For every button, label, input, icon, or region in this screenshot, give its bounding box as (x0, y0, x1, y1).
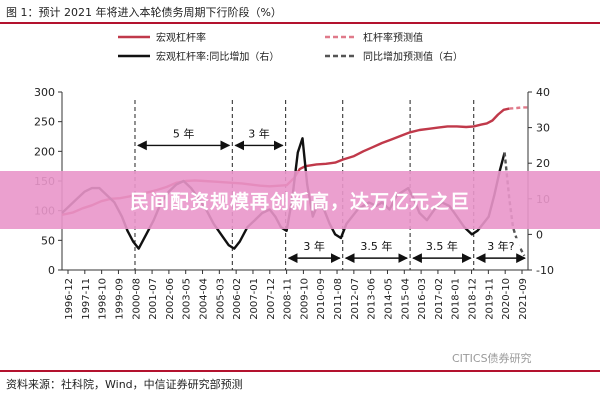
x-axis-tick-label: 2018-01 (451, 278, 462, 320)
cycle-label-bg (168, 125, 199, 141)
x-axis-tick-label: 2000-08 (131, 278, 142, 320)
x-axis-tick-label: 2009-10 (299, 278, 310, 320)
source-rule (0, 370, 600, 372)
x-axis-tick-label: 2008-11 (283, 278, 294, 320)
overlay-banner-text: 民间配资规模再创新高，达万亿元之巨 (129, 190, 470, 213)
x-axis-tick-label: 2021-09 (518, 278, 529, 320)
x-axis-tick-label: 2017-02 (434, 278, 445, 320)
cycle-label: 5 年 (173, 127, 195, 141)
cycle-label-bg (418, 238, 465, 254)
cycle-label: 3.5 年 (360, 239, 392, 253)
x-axis-tick-label: 1997-11 (81, 278, 92, 320)
cycle-label-bg (299, 238, 330, 254)
right-axis-tick-label: 40 (536, 86, 550, 99)
source-note: 资料来源：社科院，Wind，中信证券研究部预测 (6, 378, 243, 391)
x-axis-tick-label: 2013-06 (367, 278, 378, 320)
x-axis-tick-label: 2001-07 (148, 278, 159, 320)
x-axis-tick-label: 2007-12 (266, 278, 277, 320)
cycle-label-bg (243, 125, 274, 141)
cycle-annotations: 5 年 3 年 3 年 3.5 年 3.5 年 3 年? (137, 125, 526, 264)
title-rule (0, 22, 600, 24)
x-axis-tick-label: 2005-03 (215, 278, 226, 320)
cycle-label-bg (481, 238, 520, 254)
right-axis-tick-label: -10 (536, 264, 554, 277)
legend-label: 杠杆率预测值 (363, 31, 423, 44)
cycle-label: 3 年? (487, 239, 514, 253)
right-axis-tick-label: 20 (536, 157, 550, 170)
x-axis-tick-label: 2015-04 (400, 278, 411, 320)
x-axis-tick-label: 2014-05 (383, 278, 394, 320)
x-axis-tick-label: 2020-10 (501, 278, 512, 320)
series-line (509, 106, 528, 110)
x-axis-tick-label: 2007-01 (249, 278, 260, 320)
x-axis-tick-label: 2010-09 (316, 278, 327, 320)
cycle-label-bg (353, 238, 400, 254)
x-axis-tick-label: 1999-09 (114, 278, 125, 320)
legend-label: 宏观杠杆率 (156, 31, 206, 44)
cycle-label: 3 年 (303, 239, 325, 253)
x-axis-tick-label: 2002-06 (165, 278, 176, 320)
cycle-label: 3.5 年 (426, 239, 458, 253)
x-axis-tick-label: 2018-12 (468, 278, 479, 320)
x-axis-tick-label: 2004-04 (199, 278, 210, 320)
left-axis-tick-label: 50 (41, 234, 55, 247)
left-axis-tick-label: 0 (48, 264, 55, 277)
x-axis-tick-label: 2019-11 (484, 278, 495, 320)
legend-label: 同比增加预测值（右） (363, 50, 463, 63)
x-axis-tick-label: 1996-12 (64, 278, 75, 320)
cycle-label: 3 年 (248, 127, 270, 141)
right-axis-tick-label: 0 (536, 228, 543, 241)
x-axis-tick-label: 2016-03 (417, 278, 428, 320)
x-axis-tick-label: 2012-07 (350, 278, 361, 320)
x-axis-tick-label: 2006-02 (232, 278, 243, 320)
watermark: CITICS债券研究 (452, 352, 532, 365)
right-axis-tick-label: 30 (536, 122, 550, 135)
overlay-banner: 民间配资规模再创新高，达万亿元之巨 (0, 171, 600, 229)
x-axis-tick-label: 1998-10 (98, 278, 109, 320)
left-axis-tick-label: 300 (34, 86, 55, 99)
x-axis-tick-label: 2003-05 (182, 278, 193, 320)
left-axis-tick-label: 200 (34, 145, 55, 158)
x-axis-tick-label: 2011-08 (333, 278, 344, 320)
left-axis-tick-label: 250 (34, 116, 55, 129)
legend-label: 宏观杠杆率:同比增加（右） (156, 50, 279, 63)
figure-title: 图 1：预计 2021 年将进入本轮债务周期下行阶段（%） (6, 6, 282, 19)
